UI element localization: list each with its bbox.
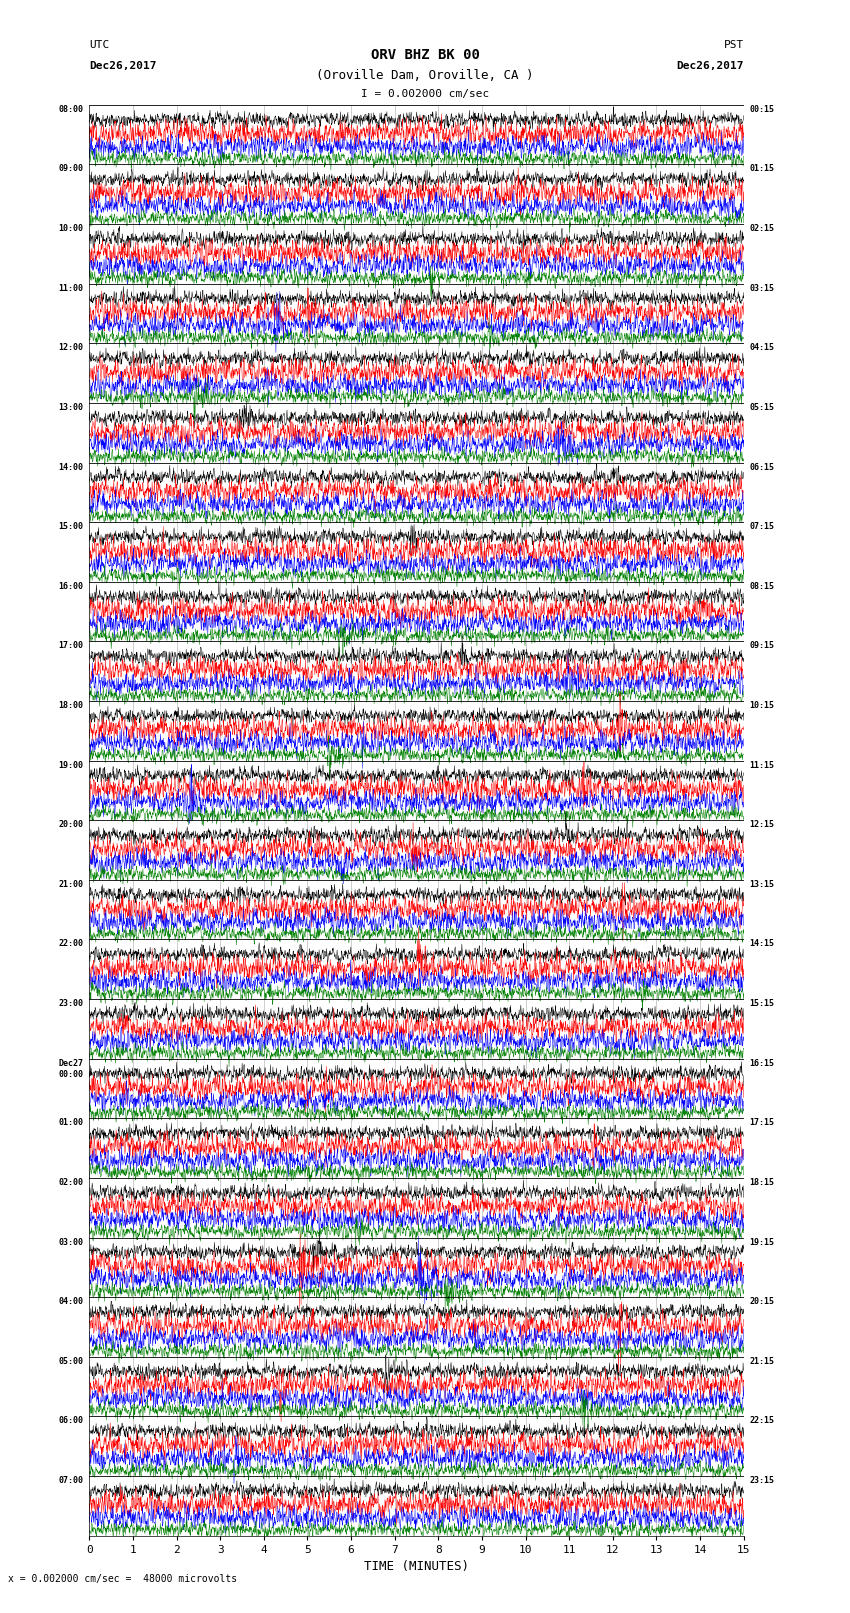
Text: 16:15: 16:15 <box>750 1058 774 1068</box>
Text: 06:00: 06:00 <box>59 1416 83 1426</box>
Text: 23:15: 23:15 <box>750 1476 774 1486</box>
Text: 01:15: 01:15 <box>750 165 774 174</box>
Text: 21:00: 21:00 <box>59 879 83 889</box>
Text: 02:00: 02:00 <box>59 1177 83 1187</box>
Text: 05:15: 05:15 <box>750 403 774 411</box>
Text: Dec27: Dec27 <box>59 1058 83 1068</box>
Text: 06:15: 06:15 <box>750 463 774 471</box>
Text: 19:00: 19:00 <box>59 761 83 769</box>
Text: 04:15: 04:15 <box>750 344 774 352</box>
Text: 15:15: 15:15 <box>750 998 774 1008</box>
Text: 11:15: 11:15 <box>750 761 774 769</box>
Text: 08:15: 08:15 <box>750 582 774 590</box>
Text: 11:00: 11:00 <box>59 284 83 292</box>
Text: Dec26,2017: Dec26,2017 <box>89 61 156 71</box>
Text: 08:00: 08:00 <box>59 105 83 115</box>
Text: 14:15: 14:15 <box>750 939 774 948</box>
Text: 12:15: 12:15 <box>750 821 774 829</box>
Text: 05:00: 05:00 <box>59 1357 83 1366</box>
Text: 20:00: 20:00 <box>59 821 83 829</box>
Text: 09:00: 09:00 <box>59 165 83 174</box>
Text: 17:15: 17:15 <box>750 1118 774 1127</box>
Text: 03:15: 03:15 <box>750 284 774 292</box>
Text: (Oroville Dam, Oroville, CA ): (Oroville Dam, Oroville, CA ) <box>316 69 534 82</box>
Text: 22:00: 22:00 <box>59 939 83 948</box>
Text: 14:00: 14:00 <box>59 463 83 471</box>
Text: 02:15: 02:15 <box>750 224 774 232</box>
Text: 01:00: 01:00 <box>59 1118 83 1127</box>
Text: 23:00: 23:00 <box>59 998 83 1008</box>
Text: ORV BHZ BK 00: ORV BHZ BK 00 <box>371 48 479 63</box>
Text: 12:00: 12:00 <box>59 344 83 352</box>
Text: 21:15: 21:15 <box>750 1357 774 1366</box>
Text: 22:15: 22:15 <box>750 1416 774 1426</box>
Text: 03:00: 03:00 <box>59 1237 83 1247</box>
Text: x = 0.002000 cm/sec =  48000 microvolts: x = 0.002000 cm/sec = 48000 microvolts <box>8 1574 238 1584</box>
Text: 15:00: 15:00 <box>59 523 83 531</box>
Text: 16:00: 16:00 <box>59 582 83 590</box>
Text: 04:00: 04:00 <box>59 1297 83 1307</box>
Text: Dec26,2017: Dec26,2017 <box>677 61 744 71</box>
Text: 20:15: 20:15 <box>750 1297 774 1307</box>
Text: 10:15: 10:15 <box>750 702 774 710</box>
Text: 10:00: 10:00 <box>59 224 83 232</box>
Text: 18:15: 18:15 <box>750 1177 774 1187</box>
Text: 09:15: 09:15 <box>750 642 774 650</box>
X-axis label: TIME (MINUTES): TIME (MINUTES) <box>364 1560 469 1573</box>
Text: 19:15: 19:15 <box>750 1237 774 1247</box>
Text: 18:00: 18:00 <box>59 702 83 710</box>
Text: I = 0.002000 cm/sec: I = 0.002000 cm/sec <box>361 89 489 98</box>
Text: 07:15: 07:15 <box>750 523 774 531</box>
Text: UTC: UTC <box>89 40 110 50</box>
Text: PST: PST <box>723 40 744 50</box>
Text: 07:00: 07:00 <box>59 1476 83 1486</box>
Text: 17:00: 17:00 <box>59 642 83 650</box>
Text: 13:15: 13:15 <box>750 879 774 889</box>
Text: 00:15: 00:15 <box>750 105 774 115</box>
Text: 13:00: 13:00 <box>59 403 83 411</box>
Text: 00:00: 00:00 <box>59 1069 83 1079</box>
